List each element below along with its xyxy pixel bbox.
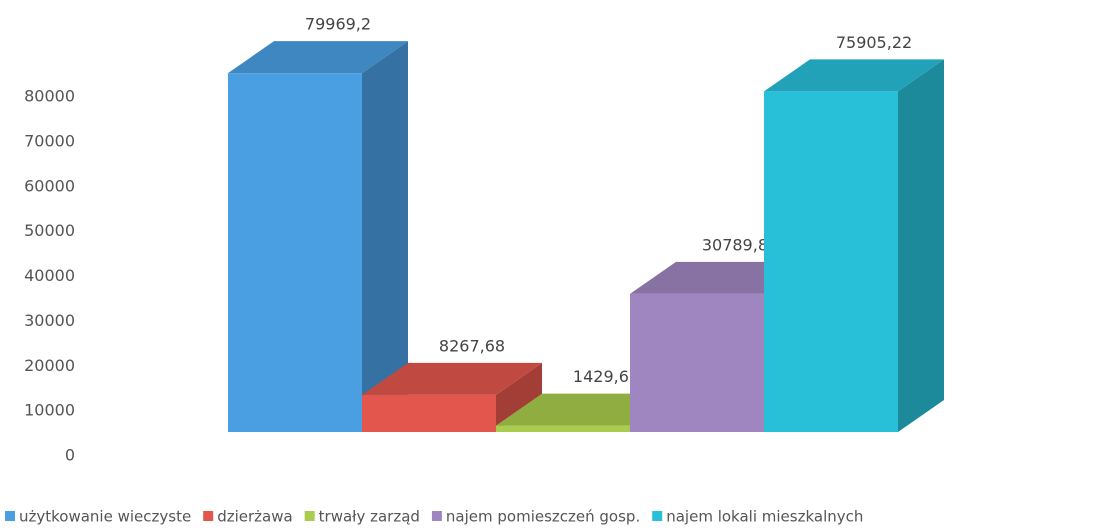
legend-label: użytkowanie wieczyste — [19, 508, 191, 526]
bar-side — [898, 59, 944, 432]
data-label: 30789,87 — [702, 235, 778, 254]
bar-side — [362, 41, 408, 432]
bar-top — [362, 362, 542, 395]
y-tick-label: 80000 — [24, 87, 75, 106]
bar-top — [228, 41, 408, 74]
bar — [228, 73, 362, 432]
y-tick-label: 10000 — [24, 401, 75, 420]
bar — [630, 293, 764, 432]
data-label: 8267,68 — [439, 336, 505, 355]
legend-swatch — [304, 511, 315, 521]
bar — [764, 91, 898, 432]
legend-label: trwały zarząd — [319, 508, 420, 526]
y-tick-label: 40000 — [24, 266, 75, 285]
bar-top — [764, 59, 944, 92]
legend-label: najem lokali mieszkalnych — [666, 508, 863, 526]
legend-swatch — [5, 511, 15, 521]
y-tick-label: 30000 — [24, 311, 75, 330]
legend-label: dzierżawa — [217, 508, 292, 526]
legend-swatch — [431, 511, 442, 521]
data-label: 75905,22 — [836, 33, 912, 52]
y-tick-label: 70000 — [24, 131, 75, 150]
legend-swatch — [652, 511, 663, 521]
legend-swatch — [203, 511, 214, 521]
y-tick-label: 0 — [65, 446, 75, 465]
legend-label: najem pomieszczeń gosp. — [446, 508, 640, 526]
bar — [362, 394, 496, 432]
y-tick-label: 60000 — [24, 176, 75, 195]
y-tick-label: 20000 — [24, 356, 75, 375]
y-tick-label: 50000 — [24, 221, 75, 240]
bar — [496, 425, 630, 432]
data-label: 79969,2 — [305, 15, 371, 34]
bar-side — [496, 362, 542, 432]
data-label: 1429,69 — [573, 367, 639, 386]
